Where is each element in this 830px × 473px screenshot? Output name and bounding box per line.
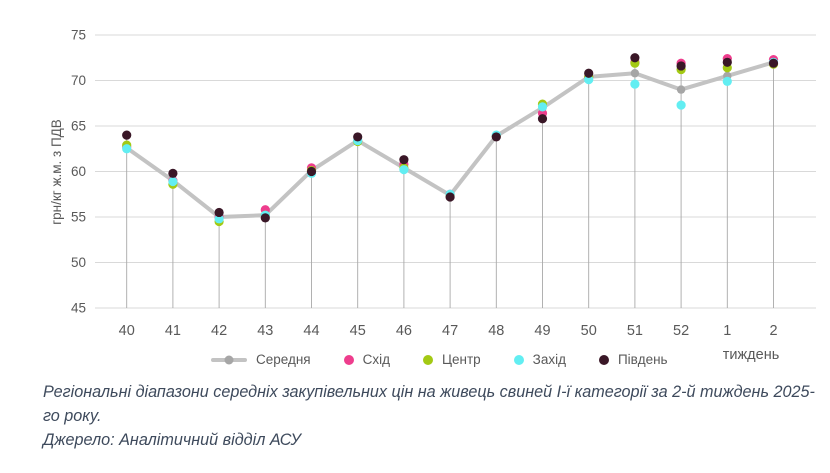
x-tick-label-week-51: 51 [627,323,643,339]
point-Захід-week-1 [722,76,732,87]
point-Південь-week-49 [537,114,548,124]
figure-source: Джерело: Аналітичний відділ АСУ [43,431,301,449]
point-Південь-week-50 [584,68,594,78]
west-dot-marker-icon [513,355,524,365]
point-Південь-week-45 [353,132,363,142]
point-Південь-week-40 [122,130,132,140]
chart-legend: Середня Схід Центр Захід Південь [211,351,668,369]
legend-item-tsentr: Центр [423,351,481,369]
south-dot-marker-icon [598,355,609,365]
point-Захід-week-46 [399,165,409,175]
x-tick-label-week-40: 40 [119,323,135,339]
x-tick-label-week-1: 1 [723,323,731,339]
center-dot-marker-icon [423,355,434,365]
point-Захід-week-49 [537,102,548,112]
drop-line-layer [126,57,774,308]
label-layer: 45 50 55 60 65 70 75 40 41 42 43 44 45 46 47 48 49 50 51 52… [71,28,778,340]
point-Південь-week-51 [630,53,640,63]
point-Південь-week-2 [768,58,779,68]
grid-layer [95,34,816,309]
regional-price-chart: 45 50 55 60 65 70 75 40 41 42 43 44 45 46 47 48 49 50 51 52… [49,28,816,363]
x-tick-label-week-47: 47 [442,323,458,339]
y-tick-label-50: 50 [71,255,86,270]
x-tick-label-week-44: 44 [303,323,319,339]
series-layer [122,53,779,227]
legend-item-pivden: Південь [598,351,668,369]
point-Південь-week-43 [260,213,270,223]
y-tick-label-75: 75 [71,28,86,43]
east-dot-marker-icon [343,355,354,365]
point-average-week-52 [676,85,686,94]
point-Захід-week-40 [122,144,132,154]
legend-label-skhid: Схід [362,352,391,367]
point-Південь-week-46 [399,155,409,165]
point-Південь-week-41 [168,168,178,178]
legend-label-serednia: Середня [256,352,311,367]
x-axis-title: тиждень [723,347,780,363]
x-tick-label-week-42: 42 [211,323,227,339]
y-tick-label-60: 60 [71,164,86,179]
point-Захід-week-41 [168,176,178,187]
x-tick-label-week-45: 45 [350,323,366,339]
y-tick-label-70: 70 [71,73,86,88]
x-tick-label-week-49: 49 [534,323,550,339]
point-Захід-week-42 [214,214,224,224]
y-tick-label-45: 45 [71,301,86,316]
point-Південь-week-47 [445,192,455,202]
y-tick-label-65: 65 [71,119,86,134]
x-tick-label-week-52: 52 [673,323,689,339]
legend-item-serednia: Середня [211,351,311,369]
legend-label-pivden: Південь [617,352,668,367]
point-Південь-week-48 [491,132,501,142]
legend-label-zakhid: Захід [532,352,566,367]
y-tick-label-55: 55 [71,210,86,225]
point-Південь-week-42 [214,207,224,218]
point-Південь-week-52 [676,61,686,71]
point-Захід-week-50 [584,74,594,85]
y-axis-title: грн/кг ж.м. з ПДВ [49,119,64,225]
legend-item-skhid: Схід [343,351,391,369]
x-tick-label-week-50: 50 [581,323,597,339]
point-average-week-51 [630,69,640,78]
figure-caption: Регіональні діапазони середніх закупівел… [43,383,815,425]
point-Захід-week-52 [676,100,686,110]
legend-item-zakhid: Захід [513,351,566,369]
x-tick-label-week-2: 2 [769,323,777,339]
point-Південь-week-1 [722,57,732,67]
x-tick-label-week-43: 43 [257,323,273,339]
figure-caption-block: Регіональні діапазони середніх закупівел… [43,380,821,452]
point-Захід-week-51 [630,79,640,89]
point-Південь-week-44 [306,166,317,177]
x-tick-label-week-48: 48 [488,323,504,339]
legend-label-tsentr: Центр [442,352,481,367]
x-tick-label-week-41: 41 [165,323,181,339]
average-line-marker-icon [211,355,247,365]
x-tick-label-week-46: 46 [396,323,412,339]
